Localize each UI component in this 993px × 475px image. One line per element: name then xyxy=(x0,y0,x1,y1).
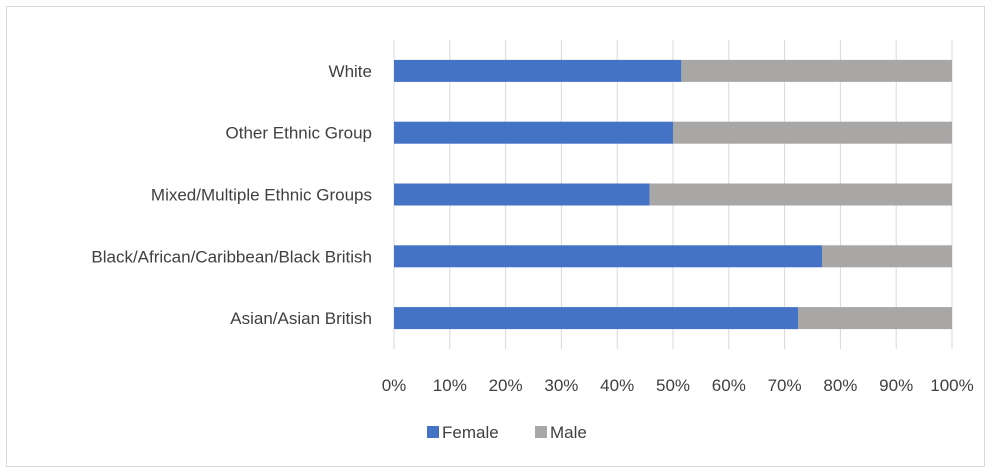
bar-female xyxy=(394,245,822,268)
category-label: White xyxy=(329,62,372,81)
x-tick-label: 100% xyxy=(930,376,973,395)
bar-male xyxy=(681,59,952,82)
bar-female xyxy=(394,59,682,82)
bar-female xyxy=(394,307,798,330)
category-label: Black/African/Caribbean/Black British xyxy=(91,247,372,266)
category-label: Mixed/Multiple Ethnic Groups xyxy=(151,186,372,205)
x-tick-label: 40% xyxy=(600,376,634,395)
legend-swatch-female xyxy=(427,426,439,438)
bar-male xyxy=(821,245,952,268)
bar-male xyxy=(649,183,952,206)
x-tick-label: 10% xyxy=(433,376,467,395)
x-tick-label: 80% xyxy=(823,376,857,395)
x-tick-label: 90% xyxy=(879,376,913,395)
x-tick-label: 50% xyxy=(656,376,690,395)
x-tick-label: 20% xyxy=(489,376,523,395)
legend-label-female: Female xyxy=(442,423,499,442)
x-tick-label: 0% xyxy=(382,376,407,395)
chart-area xyxy=(6,6,985,467)
x-tick-label: 70% xyxy=(768,376,802,395)
x-tick-label: 30% xyxy=(544,376,578,395)
bar-female xyxy=(394,121,673,144)
legend-swatch-male xyxy=(535,426,547,438)
bar-female xyxy=(394,183,650,206)
bar-male xyxy=(797,307,952,330)
legend-label-male: Male xyxy=(550,423,587,442)
bar-male xyxy=(673,121,952,144)
category-label: Asian/Asian British xyxy=(230,309,372,328)
category-label: Other Ethnic Group xyxy=(226,124,372,143)
x-tick-label: 60% xyxy=(712,376,746,395)
